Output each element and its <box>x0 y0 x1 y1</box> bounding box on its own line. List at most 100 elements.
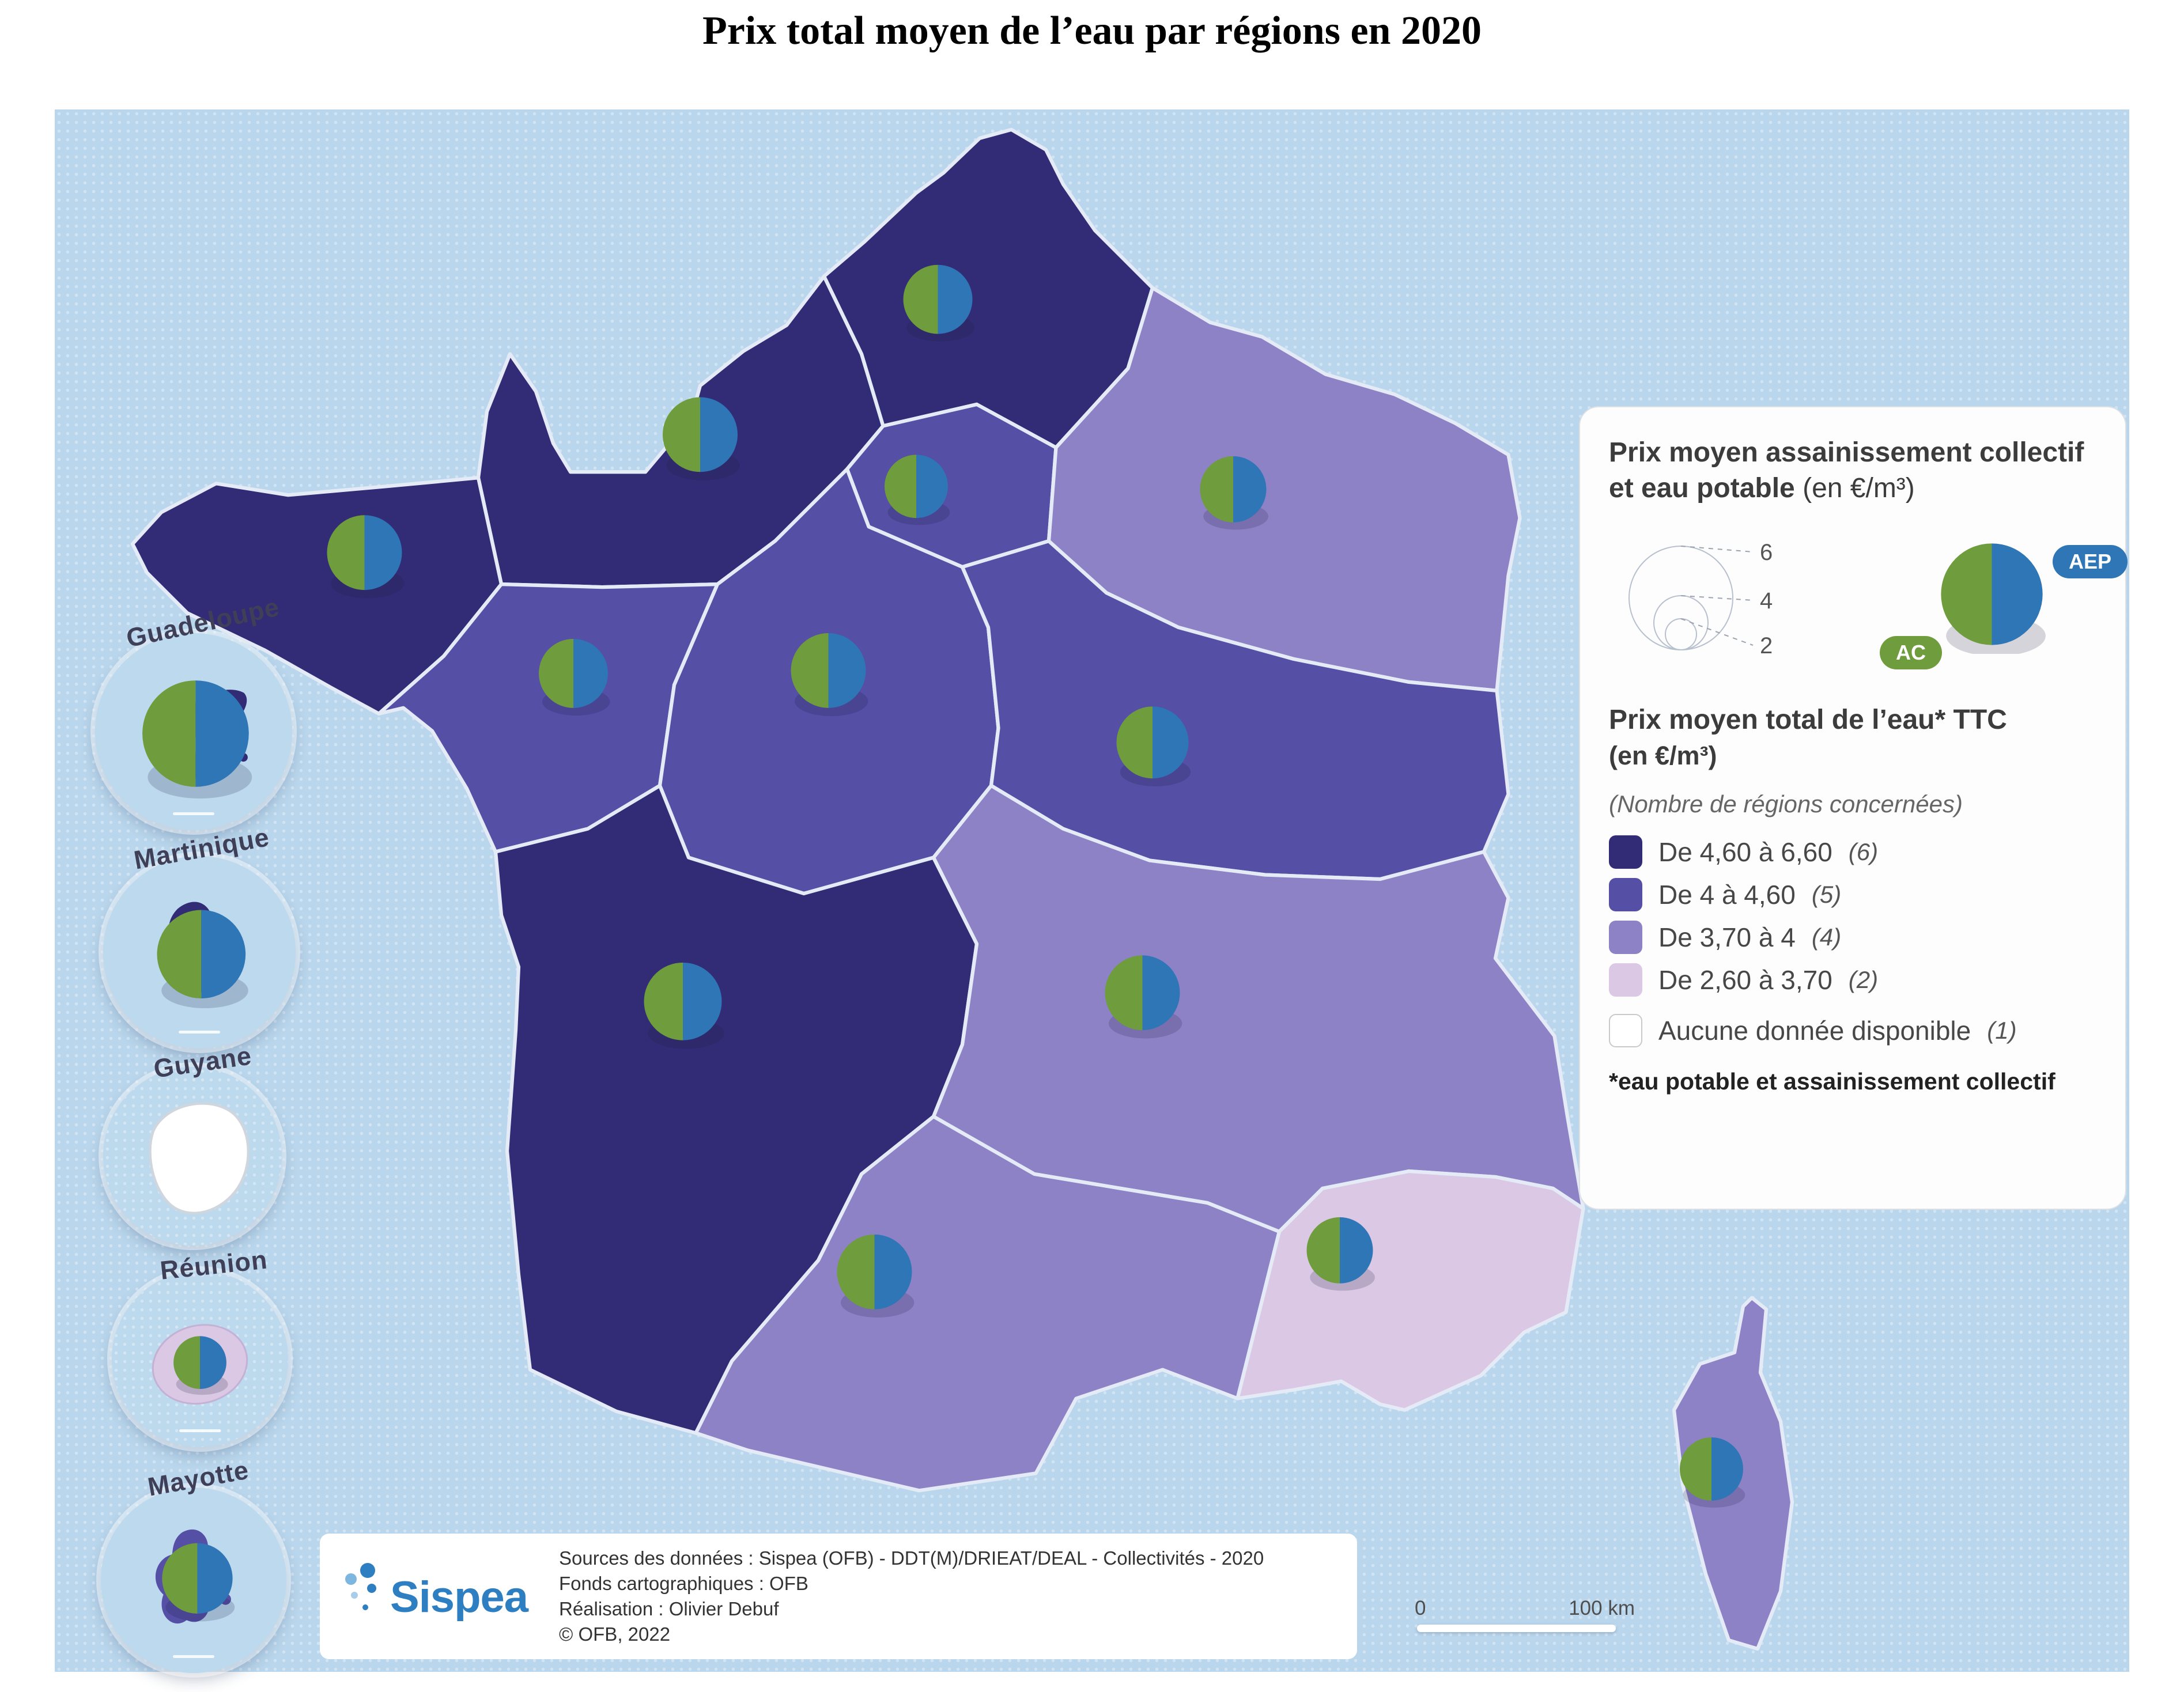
class-label: De 2,60 à 3,70 <box>1658 964 1832 995</box>
legend-classes: De 4,60 à 6,60 (6) De 4 à 4,60 (5) De 3,… <box>1609 835 2096 1047</box>
sispea-logo-text: Sispea <box>390 1573 528 1622</box>
legend-footnote: *eau potable et assainissement collectif <box>1609 1068 2055 1095</box>
pie-hauts-de-france <box>903 264 975 342</box>
region-occitanie <box>694 1114 1282 1493</box>
page-title: Prix total moyen de l’eau par régions en… <box>702 9 1482 53</box>
legend-note: (Nombre de régions concernées) <box>1609 790 1963 817</box>
pie-martinique <box>157 910 248 1009</box>
pie-nouvelle-aquitaine <box>644 962 724 1049</box>
class-swatch-nodata <box>1609 1013 1642 1047</box>
territory-mayotte-circle <box>101 1487 286 1673</box>
mini-scalebar <box>173 1655 214 1658</box>
legend-total-title: Prix moyen total de l’eau* TTC (en €/m³) <box>1609 702 2096 774</box>
class-swatch <box>1609 963 1642 997</box>
attribution-line: Fonds cartographiques : OFB <box>559 1572 808 1594</box>
attribution-line: Réalisation : Olivier Debuf <box>559 1598 779 1619</box>
logo-dot <box>351 1592 358 1599</box>
pie-grand-est <box>1200 456 1268 530</box>
leader-line <box>1680 545 1754 552</box>
territory-reunion-circle <box>112 1271 288 1447</box>
source-text: Sources des données : Sispea (OFB) - DDT… <box>559 1546 1264 1648</box>
size-value-2: 2 <box>1760 633 1773 658</box>
france-map <box>130 127 1794 1651</box>
legend-class-row: De 3,70 à 4 (4) <box>1609 920 2096 954</box>
scalebar-bar <box>1417 1625 1616 1632</box>
guadeloupe-inset <box>142 680 252 799</box>
ac-badge: AC <box>1880 635 1942 669</box>
scalebar-max: 100 km <box>1569 1597 1635 1619</box>
legend-total-title-text: Prix moyen total de l’eau* TTC <box>1609 704 2007 735</box>
legend-pie-unit: (en €/m³) <box>1803 473 1915 504</box>
class-swatch <box>1609 920 1642 954</box>
territory-martinique-circle <box>103 856 296 1048</box>
class-count: (4) <box>1811 923 1842 951</box>
pie-bourgogne-franche-comte <box>1116 706 1191 786</box>
territory-guyane-circle <box>103 1067 282 1246</box>
mini-scalebar <box>173 812 214 815</box>
pie-reunion <box>173 1336 228 1395</box>
size-value-4: 4 <box>1760 588 1773 614</box>
pie-mayotte <box>162 1543 235 1622</box>
size-circles: 6 4 2 <box>1628 540 1773 658</box>
class-label: De 4 à 4,60 <box>1658 879 1796 910</box>
attribution-line: Sources des données : Sispea (OFB) - DDT… <box>559 1547 1264 1569</box>
class-label: Aucune donnée disponible <box>1658 1015 1971 1046</box>
guyane-island <box>149 1101 250 1215</box>
pie-provence-alpes-cote-d-azur <box>1306 1217 1375 1291</box>
pie-guadeloupe <box>142 680 252 799</box>
sispea-logo: Sispea <box>343 1556 533 1637</box>
class-label: De 4,60 à 6,60 <box>1658 836 1832 867</box>
mini-scalebar <box>179 1429 221 1432</box>
attribution-line: © OFB, 2022 <box>559 1623 671 1645</box>
reunion-inset <box>152 1324 248 1405</box>
leader-line <box>1680 595 1754 601</box>
logo-dot <box>345 1573 357 1585</box>
legend-class-row: De 2,60 à 3,70 (2) <box>1609 963 2096 997</box>
guyane-inset <box>149 1101 250 1215</box>
scalebar-zero: 0 <box>1415 1597 1426 1619</box>
legend-total-unit: (en €/m³) <box>1609 741 1717 771</box>
leader-line <box>1680 618 1754 646</box>
legend-pie-title-text: Prix moyen assainissement collectif et e… <box>1609 437 2084 504</box>
class-swatch <box>1609 835 1642 869</box>
size-circle-small <box>1665 618 1697 650</box>
pie-bretagne <box>327 515 405 599</box>
mini-scalebar <box>179 1031 220 1034</box>
size-circle-large <box>1628 545 1733 650</box>
mayotte-inset <box>155 1530 235 1623</box>
size-circle-medium <box>1653 595 1709 650</box>
legend-class-row: De 4,60 à 6,60 (6) <box>1609 835 2096 869</box>
logo-dot <box>362 1604 368 1610</box>
scalebar: 0 100 km <box>1415 1597 1645 1637</box>
legend-pie-title: Prix moyen assainissement collectif et e… <box>1609 435 2096 507</box>
logo-dot <box>360 1563 375 1578</box>
aep-badge: AEP <box>2053 544 2128 578</box>
class-count: (1) <box>1987 1016 2017 1044</box>
legend-size-chart: 6 4 2 AC AEP <box>1609 525 2128 678</box>
region-grand-est <box>1046 286 1522 693</box>
sample-pie-svg <box>1941 543 2046 654</box>
sample-pie <box>1941 543 2046 654</box>
legend: Prix moyen assainissement collectif et e… <box>1579 406 2128 1210</box>
territory-guadeloupe-circle <box>95 633 292 830</box>
pie-auvergne-rhone-alpes <box>1105 955 1182 1039</box>
martinique-inset <box>157 902 248 1009</box>
pie-normandie <box>663 397 740 480</box>
legend-class-row-nodata: Aucune donnée disponible (1) <box>1609 1013 2096 1047</box>
pie-centre-val-de-loire <box>791 633 868 717</box>
class-count: (5) <box>1811 880 1842 908</box>
size-value-6: 6 <box>1760 540 1773 565</box>
legend-class-row: De 4 à 4,60 (5) <box>1609 877 2096 911</box>
pie-occitanie <box>837 1234 915 1318</box>
logo-dot <box>367 1584 376 1593</box>
pie-corse <box>1680 1437 1745 1508</box>
class-swatch <box>1609 877 1642 911</box>
pie-pays-de-la-loire <box>539 638 610 716</box>
attribution-box: Sispea Sources des données : Sispea (OFB… <box>320 1534 1357 1659</box>
class-count: (6) <box>1848 838 1879 865</box>
class-count: (2) <box>1848 966 1879 993</box>
pie-ile-de-france <box>885 455 950 525</box>
legend-sample-pie: AC AEP <box>1880 525 2128 678</box>
class-label: De 3,70 à 4 <box>1658 922 1796 952</box>
